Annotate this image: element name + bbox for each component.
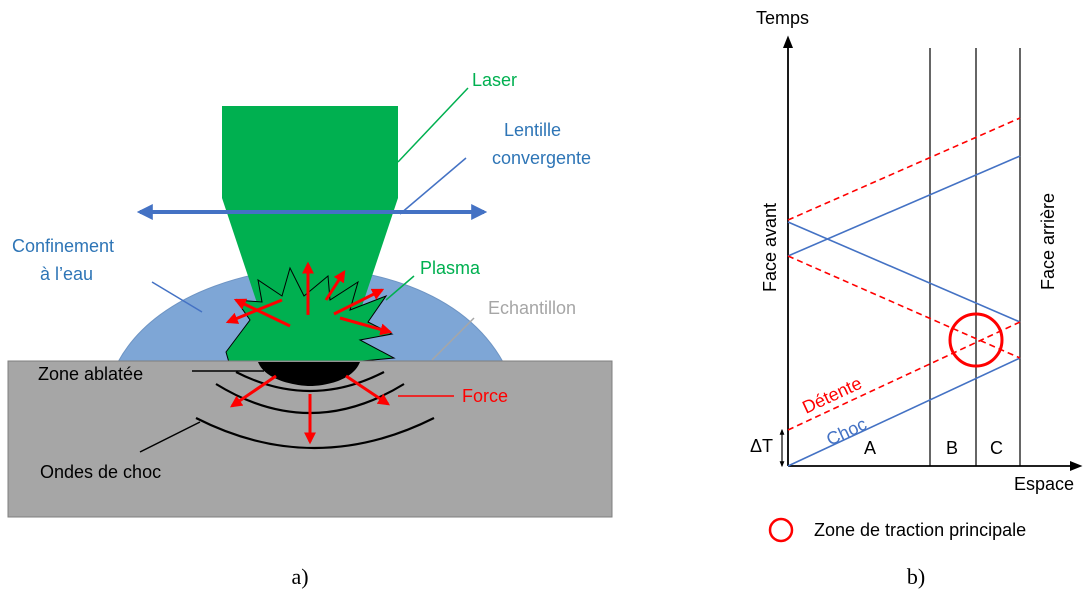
- release-line-2: [787, 117, 1021, 221]
- label-x-axis: Espace: [1014, 474, 1074, 494]
- release-line-3: [787, 255, 1021, 359]
- sample-leader: [431, 317, 475, 361]
- label-region-a: A: [864, 438, 876, 458]
- force-arrow-right: [333, 288, 385, 316]
- panel-a: Laser Lentille convergente Confinement à…: [7, 70, 613, 589]
- shock-waves-leader: [139, 421, 201, 453]
- label-plasma: Plasma: [420, 258, 481, 278]
- plasma-burst: [225, 266, 396, 367]
- label-sample: Echantillon: [488, 298, 576, 318]
- panel-b: Temps Espace Face avant Face arrière Dét…: [750, 8, 1083, 589]
- force-arrow-up-right: [324, 269, 346, 301]
- shock-wave-arc-3: [195, 417, 435, 449]
- label-region-b: B: [946, 438, 958, 458]
- label-force: Force: [462, 386, 508, 406]
- label-shock-waves: Ondes de choc: [40, 462, 161, 482]
- shock-wave-arc-1: [235, 371, 385, 392]
- label-delta-t: ΔT: [750, 436, 773, 456]
- label-lens-line1: Lentille: [504, 120, 561, 140]
- legend-circle: [768, 517, 794, 543]
- label-lens-line2: convergente: [492, 148, 591, 168]
- label-confinement-line1: Confinement: [12, 236, 114, 256]
- confinement-leader: [151, 281, 203, 313]
- lens-leader: [399, 157, 467, 215]
- label-confinement-line2: à l’eau: [40, 264, 93, 284]
- label-region-c: C: [990, 438, 1003, 458]
- legend-text: Zone de traction principale: [814, 520, 1026, 540]
- force-arrow-right-low: [339, 316, 393, 336]
- label-shock: Choc: [823, 414, 870, 450]
- label-rear-face: Face arrière: [1038, 193, 1058, 290]
- label-front-face: Face avant: [760, 203, 780, 292]
- force-arrow-up-left: [233, 298, 291, 328]
- caption-b: b): [907, 564, 925, 589]
- release-line-1: [787, 321, 1021, 431]
- shock-line-2: [787, 155, 1021, 257]
- force-arrow-down-right: [345, 374, 390, 406]
- shock-line-3: [787, 221, 1021, 323]
- label-laser: Laser: [472, 70, 517, 90]
- caption-a: a): [291, 564, 308, 589]
- force-arrow-down-left: [230, 374, 277, 408]
- label-ablated-zone: Zone ablatée: [38, 364, 143, 384]
- ablated-zone: [258, 362, 360, 386]
- release-lines: [787, 117, 1021, 431]
- force-arrow-left: [225, 298, 283, 324]
- traction-zone-circle: [948, 312, 1004, 368]
- label-y-axis: Temps: [756, 8, 809, 28]
- shock-line-1: [787, 357, 1021, 467]
- label-release: Détente: [799, 373, 865, 418]
- shock-lines: [787, 155, 1021, 467]
- force-arrows: [225, 261, 393, 445]
- plasma-leader: [385, 275, 415, 301]
- laser-leader: [397, 87, 469, 163]
